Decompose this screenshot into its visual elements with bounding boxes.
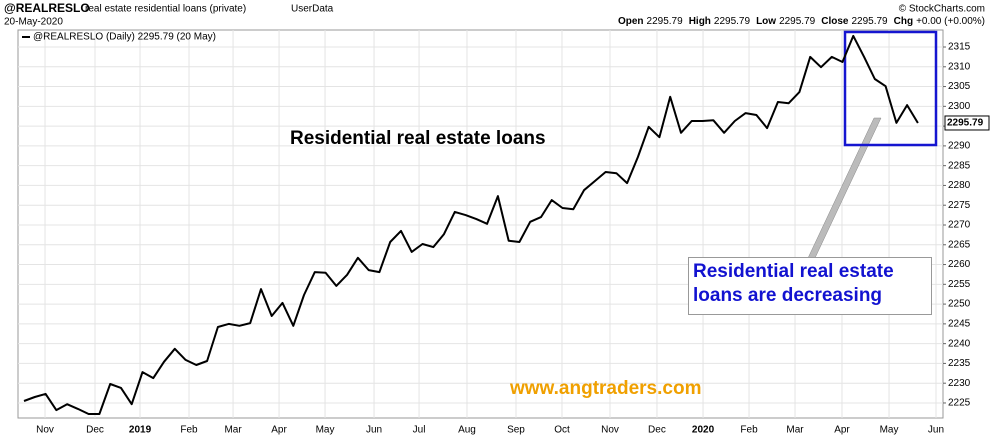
x-tick-label: 2020 [692,425,715,436]
x-tick-label: Nov [36,425,54,436]
quote-label: Close [821,16,849,27]
last-value-label: 2295.79 [947,118,984,129]
y-tick-label: 2285 [948,160,971,171]
quote-value: 2295.79 [851,16,888,27]
y-tick-label: 2235 [948,358,971,369]
quote-label: Low [756,16,776,27]
x-tick-label: Apr [271,425,287,436]
x-tick-label: Aug [458,425,476,436]
x-tick-label: Oct [554,425,570,436]
quote: Open 2295.79 High 2295.79 Low 2295.79 Close 229… [618,16,985,27]
y-tick-label: 2305 [948,81,971,92]
y-tick-label: 2315 [948,42,971,53]
line [23,34,919,415]
y-tick-label: 2275 [948,200,971,211]
y-tick-label: 2255 [948,279,971,290]
date: 20-May-2020 [4,17,63,28]
x-tick-label: Feb [180,425,198,436]
quote-value: 2295.79 [714,16,751,27]
y-tick-label: 2240 [948,338,971,349]
symbol: @REALRESLO [4,1,90,15]
y-tick-label: 2290 [948,141,971,152]
x-tick-label: Nov [601,425,619,436]
highlight-box [843,30,938,147]
y-tick-label: 2300 [948,101,971,112]
x-tick-label: May [880,425,899,436]
x-tick-label: 2019 [129,425,152,436]
y-tick-label: 2280 [948,180,971,191]
watermark: www.angtraders.com [510,378,702,399]
quote-value: 2295.79 [779,16,816,27]
x-tick-label: Mar [786,425,804,436]
y-tick-label: 2245 [948,319,971,330]
series-name: real estate residential loans (private) [85,4,246,15]
x-tick-label: Feb [740,425,758,436]
y-tick-label: 2250 [948,299,971,310]
x-tick-label: May [316,425,335,436]
x-tick-label: Apr [834,425,850,436]
quote-label: High [689,16,711,27]
y-tick-label: 2260 [948,259,971,270]
x-tick-label: Dec [648,425,666,436]
x-tick-label: Sep [507,425,525,436]
source: UserData [291,4,334,15]
copyright: © StockCharts.com [899,4,985,15]
x-tick-label: Jun [928,425,944,436]
y-tick-label: 2270 [948,220,971,231]
y-tick-label: 2230 [948,378,971,389]
annotation: Residential real estate loans [290,128,546,149]
x-tick-label: Mar [224,425,242,436]
annotation-box: Residential real estate loans are decrea… [688,257,932,315]
y-tick-label: 2225 [948,398,971,409]
x-tick-label: Jul [413,425,426,436]
x-tick-label: Dec [86,425,104,436]
x-tick-label: Jun [366,425,382,436]
quote-label: Open [618,16,644,27]
plot-area [17,29,944,419]
legend-label: @REALRESLO (Daily) 2295.79 (20 May) [33,32,216,43]
y-tick-label: 2310 [948,61,971,72]
grid [18,30,943,418]
quote-value: 2295.79 [647,16,684,27]
quote-value: +0.00 (+0.00%) [916,16,985,27]
last-value-box [944,115,990,131]
quote-label: Chg [894,16,913,27]
y-tick-label: 2265 [948,239,971,250]
